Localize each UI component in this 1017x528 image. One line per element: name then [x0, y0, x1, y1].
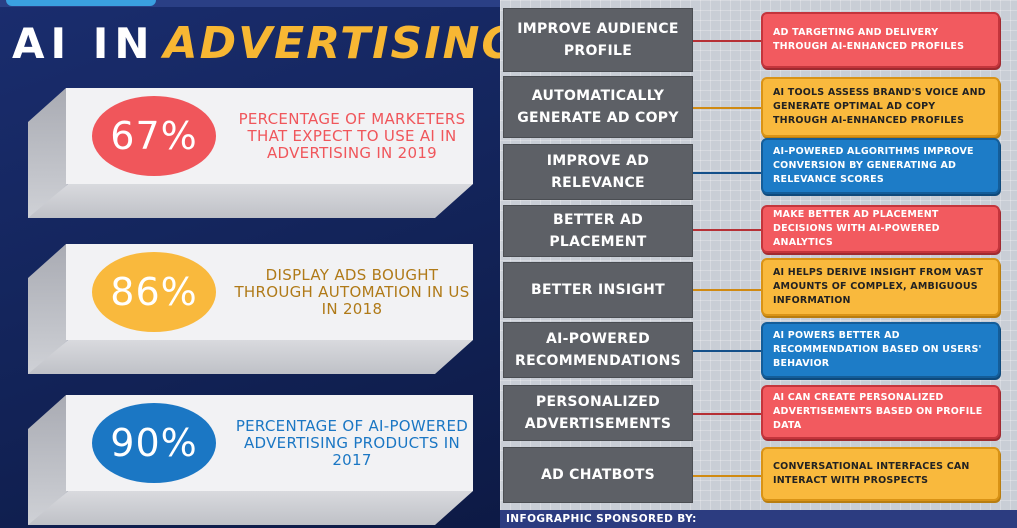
benefit-label: PERSONALIZED ADVERTISEMENTS — [503, 385, 693, 441]
benefit-label: AI-POWERED RECOMMENDATIONS — [503, 322, 693, 378]
benefit-description: AD TARGETING AND DELIVERY THROUGH AI-ENH… — [761, 12, 1000, 68]
stat-label: PERCENTAGE OF AI-POWERED ADVERTISING PRO… — [235, 416, 469, 469]
right-panel: IMPROVE AUDIENCE PROFILE AD TARGETING AN… — [500, 0, 1017, 528]
connector-line — [693, 40, 761, 42]
top-strip-accent — [6, 0, 156, 6]
left-panel: AI IN ADVERTISING 67% PERCENTAGE OF MARK… — [0, 0, 500, 528]
benefit-description: AI TOOLS ASSESS BRAND'S VOICE AND GENERA… — [761, 77, 1000, 137]
top-strip — [0, 0, 500, 7]
connector-line — [693, 350, 761, 352]
stat-label: PERCENTAGE OF MARKETERS THAT EXPECT TO U… — [238, 109, 466, 162]
stat-card-1: 67% PERCENTAGE OF MARKETERS THAT EXPECT … — [28, 88, 473, 218]
benefit-label: AUTOMATICALLY GENERATE AD COPY — [503, 76, 693, 138]
benefit-description: AI HELPS DERIVE INSIGHT FROM VAST AMOUNT… — [761, 258, 1000, 316]
benefit-label: BETTER AD PLACEMENT — [503, 205, 693, 257]
title-highlight: ADVERTISING — [163, 18, 500, 69]
benefit-description: AI CAN CREATE PERSONALIZED ADVERTISEMENT… — [761, 385, 1000, 439]
connector-line — [693, 289, 761, 291]
stat-circle: 86% — [92, 252, 216, 332]
connector-line — [693, 172, 761, 174]
benefit-label: AD CHATBOTS — [503, 447, 693, 503]
benefit-description: AI-POWERED ALGORITHMS IMPROVE CONVERSION… — [761, 138, 1000, 194]
benefit-label: IMPROVE AD RELEVANCE — [503, 144, 693, 200]
benefit-description: CONVERSATIONAL INTERFACES CAN INTERACT W… — [761, 447, 1000, 501]
stat-label: DISPLAY ADS BOUGHT THROUGH AUTOMATION IN… — [234, 265, 470, 318]
connector-line — [693, 475, 761, 477]
benefit-label: IMPROVE AUDIENCE PROFILE — [503, 8, 693, 72]
connector-line — [693, 413, 761, 415]
stat-card-2: 86% DISPLAY ADS BOUGHT THROUGH AUTOMATIO… — [28, 244, 473, 374]
connector-line — [693, 107, 761, 109]
benefit-label: BETTER INSIGHT — [503, 262, 693, 318]
connector-line — [693, 229, 761, 231]
benefit-description: MAKE BETTER AD PLACEMENT DECISIONS WITH … — [761, 205, 1000, 253]
title-prefix: AI IN — [12, 19, 156, 68]
stat-circle: 90% — [92, 403, 216, 483]
page-title: AI IN ADVERTISING — [12, 18, 500, 74]
stat-card-3: 90% PERCENTAGE OF AI-POWERED ADVERTISING… — [28, 395, 473, 525]
sponsor-footer: INFOGRAPHIC SPONSORED BY: — [500, 510, 1017, 528]
benefit-description: AI POWERS BETTER AD RECOMMENDATION BASED… — [761, 322, 1000, 378]
stat-circle: 67% — [92, 96, 216, 176]
